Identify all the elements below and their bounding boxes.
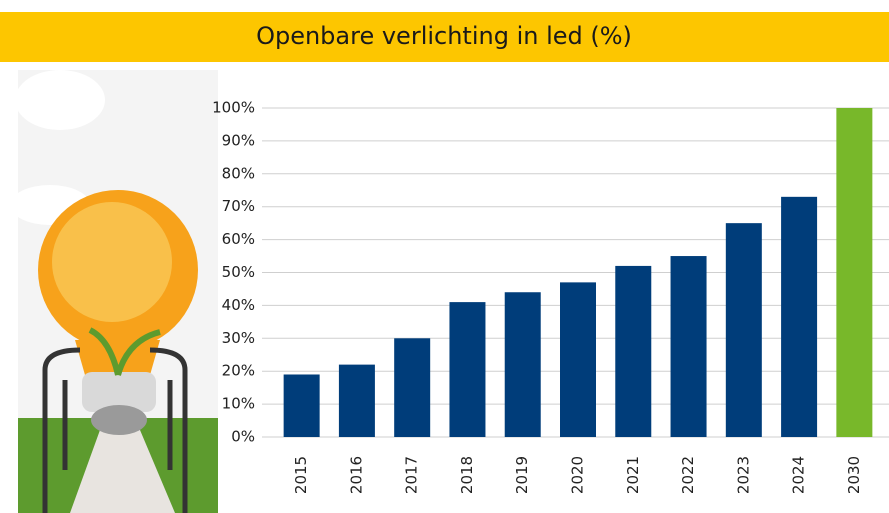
- x-tick-label: 2017: [403, 456, 421, 494]
- bar: [615, 265, 652, 437]
- y-tick-label: 90%: [222, 131, 255, 149]
- y-tick-label: 70%: [222, 197, 255, 215]
- x-tick-label: 2022: [679, 456, 697, 494]
- y-tick-label: 50%: [222, 263, 255, 281]
- illustration: [10, 70, 218, 513]
- y-tick-label: 60%: [222, 230, 255, 248]
- bar: [725, 223, 762, 437]
- bar: [504, 292, 541, 437]
- bar: [394, 338, 431, 437]
- y-tick-label: 40%: [222, 296, 255, 314]
- x-tick-label: 2015: [292, 456, 310, 494]
- y-tick-label: 80%: [222, 164, 255, 182]
- x-tick-label: 2020: [569, 456, 587, 494]
- x-tick-label: 2024: [790, 456, 808, 494]
- bar: [449, 302, 486, 437]
- x-tick-label: 2019: [513, 456, 531, 494]
- title-band: [0, 12, 889, 62]
- y-tick-label: 30%: [222, 329, 255, 347]
- x-tick-label: 2016: [347, 456, 365, 494]
- y-tick-label: 10%: [222, 395, 255, 413]
- bar: [338, 364, 375, 437]
- y-tick-label: 20%: [222, 362, 255, 380]
- bar: [670, 256, 707, 437]
- bar: [836, 108, 873, 437]
- chart-title: Openbare verlichting in led (%): [256, 22, 632, 50]
- y-tick-label: 0%: [231, 428, 255, 446]
- x-tick-label: 2018: [458, 456, 476, 494]
- x-tick-label: 2023: [734, 456, 752, 494]
- x-tick-label: 2030: [845, 456, 863, 494]
- y-tick-label: 100%: [212, 99, 255, 117]
- bar: [283, 374, 320, 437]
- x-tick-label: 2021: [624, 456, 642, 494]
- bar: [560, 282, 596, 437]
- bar: [781, 196, 818, 437]
